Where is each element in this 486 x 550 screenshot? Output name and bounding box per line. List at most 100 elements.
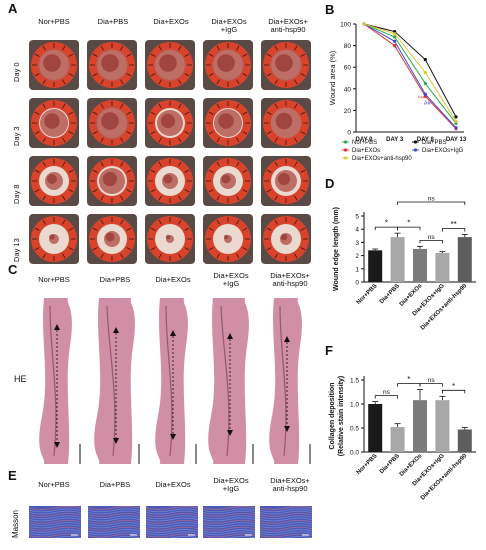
chartF-bar — [368, 404, 383, 452]
wound-photo-svg — [87, 214, 137, 264]
wound-photo-svg — [87, 98, 137, 148]
masson-stain-svg — [203, 506, 255, 538]
wound-photo-svg — [145, 98, 195, 148]
panel-label-d: D — [325, 176, 335, 191]
wound-photo-svg — [261, 98, 311, 148]
wound-photo-svg — [261, 156, 311, 206]
chartF-significance-bracket — [374, 395, 398, 399]
masson-stain-svg — [88, 506, 140, 538]
b-y-axis-label: Wound area (%) — [328, 50, 337, 105]
a-header-exo: Dia+EXOs — [153, 17, 189, 26]
panel-label-a: A — [8, 1, 18, 16]
chartF-significance-label: * — [407, 375, 410, 384]
b-legend-label: Nor+PBS — [352, 140, 377, 146]
chartD-y-tick-label: 2 — [355, 253, 359, 260]
panel-label-b: B — [325, 2, 335, 17]
day-label-0: Day 0 — [12, 62, 21, 82]
chartF-y-axis-label: Collagen deposition — [329, 383, 336, 450]
panel-label-f: F — [325, 343, 333, 358]
c-header-hsp: Dia+EXOs+ anti-hsp90 — [270, 271, 310, 288]
day-label-3: Day 3 — [12, 126, 21, 146]
wound-photo-svg — [145, 156, 195, 206]
chartD-y-tick-label: 4 — [355, 227, 359, 234]
he-stain-svg — [269, 298, 311, 464]
chartD-x-tick-label: Dia+EXOs+anti-hsp90 — [420, 283, 469, 332]
b-y-tick-label: 20 — [344, 108, 352, 115]
chartF-x-tick-label: Dia+PBS — [379, 453, 401, 475]
chartD-significance-label: ns — [428, 234, 436, 241]
chartD-bar — [390, 237, 405, 282]
b-series-line — [363, 23, 457, 118]
b-point — [423, 92, 427, 96]
he-stain-svg — [94, 298, 140, 464]
wound-photo-svg — [29, 156, 79, 206]
wound-photo — [261, 40, 311, 90]
wound-photo-svg — [261, 40, 311, 90]
chartD-y-tick-label: 5 — [355, 214, 359, 221]
wound-photo — [145, 214, 195, 264]
b-legend-dot — [413, 148, 418, 152]
wound-photo — [87, 214, 137, 264]
b-y-tick-label: 40 — [344, 86, 352, 93]
chartD-significance-bracket — [419, 239, 443, 244]
masson-stain-image — [29, 506, 81, 538]
b-point — [423, 81, 427, 85]
b-y-tick-label: 60 — [344, 65, 352, 72]
chartF-y-tick-label: 0.0 — [350, 450, 359, 457]
chartD-bar — [457, 237, 472, 282]
b-annotation: ## — [424, 101, 431, 107]
he-stain-svg — [208, 298, 254, 464]
he-stain-image — [30, 296, 82, 466]
chartF-significance-label: ns — [383, 389, 391, 396]
wound-photo-svg — [203, 40, 253, 90]
masson-stain-image — [88, 506, 140, 538]
a-header-hsp: Dia+EXOs+ anti-hsp90 — [268, 17, 308, 34]
chartD-y-tick-label: 3 — [355, 240, 359, 247]
b-point — [393, 35, 397, 39]
b-legend-label: Dia+PBS — [422, 140, 447, 146]
wound-photo — [261, 214, 311, 264]
e-header-igg: Dia+EXOs +IgG — [213, 476, 249, 493]
b-legend-dot — [343, 148, 348, 152]
b-legend-label: Dia+EXOs+anti-hsp90 — [352, 156, 412, 162]
day-label-8: Day 8 — [12, 184, 21, 204]
b-legend-dot — [413, 140, 418, 144]
b-x-tick-label: DAY 13 — [446, 137, 467, 143]
b-series-line — [363, 23, 457, 124]
wound-photo-svg — [203, 156, 253, 206]
b-y-tick-label: 100 — [340, 22, 351, 29]
b-legend-dot — [343, 140, 348, 144]
he-stain-image — [89, 296, 141, 466]
b-point — [393, 39, 397, 43]
b-point — [393, 44, 397, 48]
wound-photo — [29, 40, 79, 90]
wound-photo — [203, 156, 253, 206]
b-point — [423, 71, 427, 75]
masson-stain-image — [260, 506, 312, 538]
b-point — [393, 32, 397, 36]
masson-stain-image — [203, 506, 255, 538]
masson-stain-svg — [260, 506, 312, 538]
b-point — [454, 115, 458, 119]
chartF-x-tick-label: Dia+EXOs+anti-hsp90 — [420, 453, 469, 502]
c-header-igg: Dia+EXOs +IgG — [213, 271, 249, 288]
b-series-line — [363, 23, 457, 122]
masson-stain-image — [146, 506, 198, 538]
wound-photo — [145, 98, 195, 148]
chartF-bar — [457, 429, 472, 452]
wound-photo — [29, 156, 79, 206]
wound-photo-svg — [203, 214, 253, 264]
chartD-bar — [435, 252, 450, 282]
b-x-tick-label: DAY 3 — [386, 137, 404, 143]
wound-photo-svg — [145, 40, 195, 90]
masson-stain-svg — [29, 506, 81, 538]
b-annotation: **** — [418, 97, 428, 103]
wound-photo-svg — [145, 214, 195, 264]
b-legend-dot — [343, 156, 348, 160]
chartF-significance-bracket — [419, 383, 443, 387]
chartD-significance-bracket — [442, 228, 466, 232]
he-stain-image — [146, 296, 198, 466]
chartD-y-tick-label: 0 — [355, 280, 359, 287]
b-legend-label: Dia+EXOs — [352, 148, 380, 154]
